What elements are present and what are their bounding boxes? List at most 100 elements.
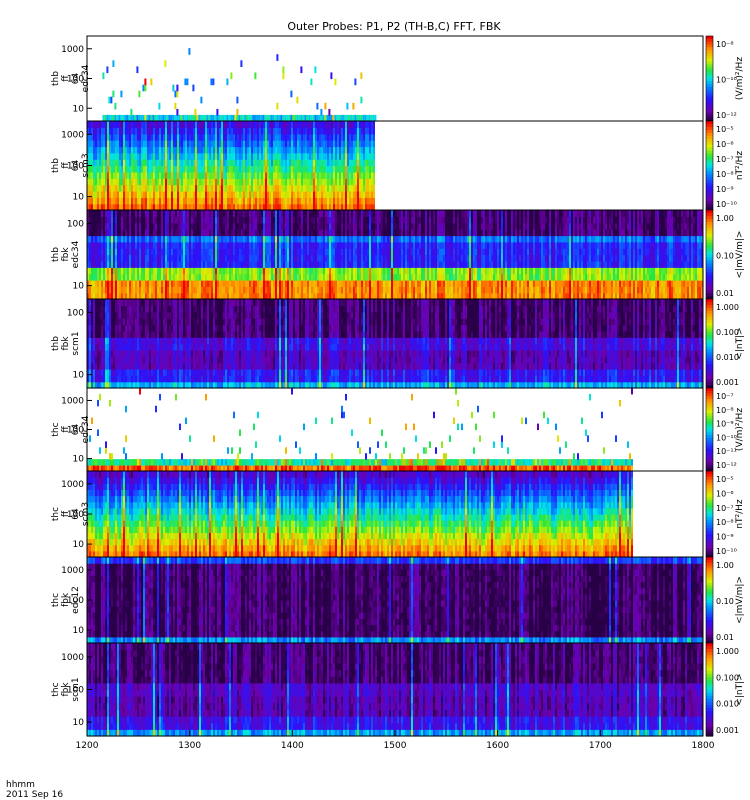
heatmap-cell xyxy=(290,114,293,122)
heatmap-cell xyxy=(327,222,329,230)
heatmap-cell xyxy=(181,197,183,205)
heatmap-cell xyxy=(313,254,315,262)
heatmap-cell xyxy=(275,184,277,192)
heatmap-cell xyxy=(241,286,243,294)
heatmap-cell xyxy=(287,254,289,262)
heatmap-cell xyxy=(312,114,315,122)
heatmap-cell xyxy=(375,260,377,268)
heatmap-cell xyxy=(153,216,155,224)
heatmap-cell xyxy=(273,216,275,224)
heatmap-cell xyxy=(289,184,291,192)
heatmap-cell xyxy=(285,222,287,230)
heatmap-cell xyxy=(347,254,349,262)
heatmap-cell xyxy=(305,133,307,141)
heatmap-cell xyxy=(441,216,443,224)
heatmap-cell xyxy=(95,159,97,167)
heatmap-cell xyxy=(145,286,147,294)
heatmap-cell xyxy=(261,165,263,173)
heatmap-cell xyxy=(171,248,173,256)
heatmap-cell xyxy=(197,152,199,160)
heatmap-cell xyxy=(447,248,449,256)
heatmap-cell xyxy=(241,292,243,300)
heatmap-cell xyxy=(173,190,175,198)
heatmap-cell xyxy=(263,248,265,256)
heatmap-cell xyxy=(327,127,329,135)
heatmap-cell xyxy=(323,140,325,148)
heatmap-cell xyxy=(141,286,143,294)
heatmap-cell xyxy=(125,152,127,160)
heatmap-cell xyxy=(301,286,303,294)
heatmap-cell xyxy=(443,248,445,256)
heatmap-cell xyxy=(139,279,141,287)
heatmap-cell xyxy=(343,254,345,262)
heatmap-cell xyxy=(441,273,443,281)
heatmap-cell xyxy=(283,146,285,154)
heatmap-cell xyxy=(301,178,303,186)
heatmap-cell xyxy=(177,260,179,268)
heatmap-cell xyxy=(263,216,265,224)
heatmap-cell xyxy=(213,184,215,192)
heatmap-cell xyxy=(117,229,119,237)
heatmap-cell xyxy=(109,165,111,173)
heatmap-cell xyxy=(293,146,295,154)
heatmap-cell xyxy=(435,210,437,217)
heatmap-cell xyxy=(279,171,281,179)
heatmap-cell xyxy=(187,165,189,173)
heatmap-cell xyxy=(227,222,229,230)
heatmap-cell xyxy=(421,222,423,230)
heatmap-cell xyxy=(151,222,153,230)
heatmap-cell xyxy=(349,140,351,148)
heatmap-cell xyxy=(167,241,169,249)
heatmap-cell xyxy=(264,114,267,122)
heatmap-cell xyxy=(391,292,393,300)
heatmap-cell xyxy=(319,273,321,281)
heatmap-cell xyxy=(157,254,159,262)
heatmap-cell xyxy=(195,152,197,160)
heatmap-cell xyxy=(253,178,255,186)
heatmap-cell xyxy=(151,171,153,179)
heatmap-cell xyxy=(225,203,227,211)
colorbar-segment xyxy=(706,138,713,143)
heatmap-cell xyxy=(289,190,291,198)
heatmap-cell xyxy=(249,152,251,160)
heatmap-cell xyxy=(109,152,111,160)
heatmap-cell xyxy=(321,222,323,230)
heatmap-cell xyxy=(457,222,459,230)
heatmap-cell xyxy=(165,248,167,256)
heatmap-cell xyxy=(215,203,217,211)
heatmap-cell xyxy=(309,248,311,256)
heatmap-cell xyxy=(189,178,191,186)
heatmap-cell xyxy=(247,184,249,192)
heatmap-cell xyxy=(277,248,279,256)
heatmap-cell xyxy=(227,241,229,249)
heatmap-cell xyxy=(107,229,109,237)
colorbar-segment xyxy=(706,87,713,91)
heatmap-cell xyxy=(461,267,463,275)
heatmap-cell xyxy=(307,273,309,281)
heatmap-cell xyxy=(319,140,321,148)
heatmap-cell xyxy=(263,197,265,205)
heatmap-cell xyxy=(302,114,305,122)
heatmap-cell xyxy=(151,273,153,281)
heatmap-cell xyxy=(235,146,237,154)
heatmap-cell xyxy=(231,222,233,230)
heatmap-cell xyxy=(257,190,259,198)
heatmap-cell xyxy=(301,210,303,217)
heatmap-cell xyxy=(193,178,195,186)
heatmap-cell xyxy=(305,273,307,281)
heatmap-cell xyxy=(117,260,119,268)
heatmap-cell xyxy=(371,133,373,141)
heatmap-cell xyxy=(247,241,249,249)
heatmap-cell xyxy=(449,216,451,224)
panel-thb-ff-scm3: thb ff 64 scm310001001010⁻⁵10⁻⁶10⁻⁷10⁻⁸10⁻⁹… xyxy=(51,120,745,211)
heatmap-cell xyxy=(179,203,181,211)
heatmap-cell xyxy=(245,133,247,141)
heatmap-cell xyxy=(305,127,307,135)
heatmap-cell xyxy=(375,235,377,243)
heatmap-cell xyxy=(389,248,391,256)
heatmap-cell xyxy=(131,140,133,148)
heatmap-cell xyxy=(113,203,115,211)
heatmap-cell xyxy=(355,286,357,294)
heatmap-cell xyxy=(103,229,105,237)
heatmap-cell xyxy=(285,140,287,148)
